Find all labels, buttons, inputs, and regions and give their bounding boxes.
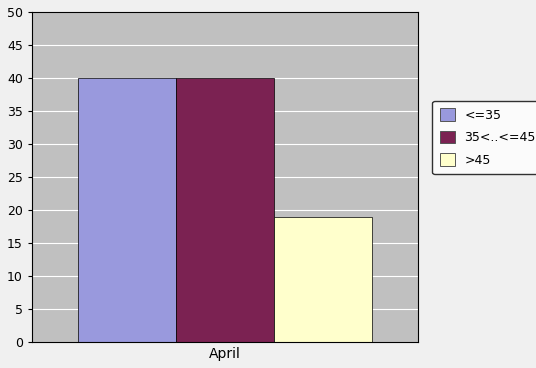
Bar <box>274 217 373 342</box>
Bar <box>78 78 176 342</box>
Legend: <=35, 35<..<=45, >45: <=35, 35<..<=45, >45 <box>432 101 536 174</box>
Bar <box>176 78 274 342</box>
